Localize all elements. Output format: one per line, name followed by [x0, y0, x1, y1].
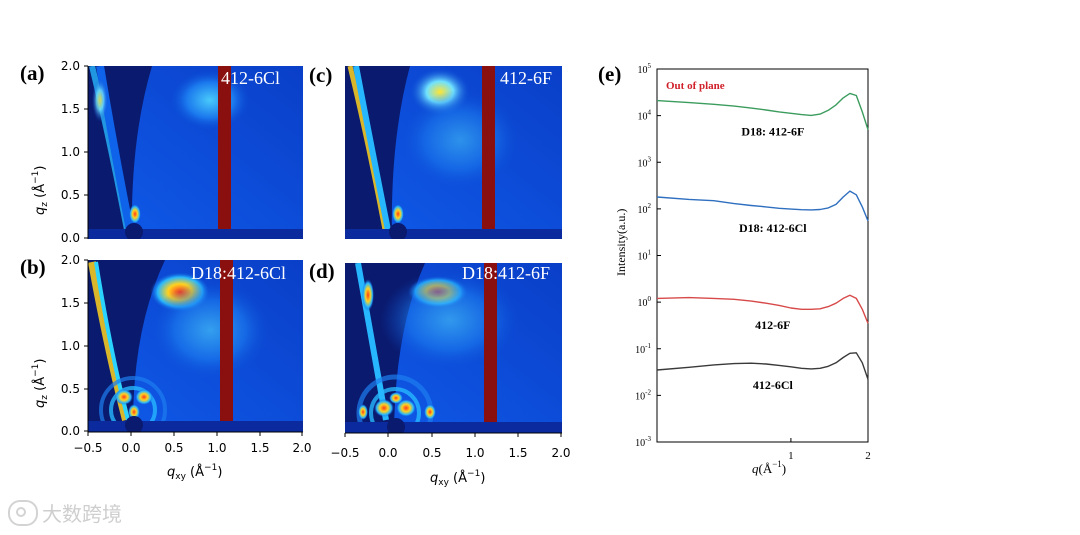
watermark: 大数跨境: [8, 498, 122, 527]
y-tick-label: 10-1: [635, 342, 651, 356]
x-tick-label: −0.5: [330, 446, 359, 460]
x-tick-label: 1.5: [250, 441, 269, 455]
series-label: D18: 412-6F: [741, 124, 804, 138]
giwaxs-panel-d: [345, 263, 562, 433]
giwaxs-panel-c: [345, 66, 562, 239]
x-tick-label: 1.5: [508, 446, 527, 460]
series-labels-e: D18: 412-6F D18: 412-6Cl 412-6F 412-6Cl: [739, 124, 807, 391]
series-line-412-6cl: [656, 352, 869, 380]
x-tick-label: 0.5: [422, 446, 441, 460]
y-tick-label: 1.5: [61, 296, 80, 310]
y-axis-e: 10-3 10-2 10-1 100 101 102 103 104 105: [635, 62, 661, 449]
y-tick-label: 0.5: [61, 382, 80, 396]
watermark-logo-icon: [8, 499, 38, 526]
y-tick-label: 10-3: [635, 435, 651, 449]
y-tick-label: 105: [638, 62, 652, 76]
x-tick-label: 0.0: [121, 441, 140, 455]
giwaxs-x-axis-right: −0.5 0.0 0.5 1.0 1.5 2.0: [330, 432, 571, 460]
y-tick-label: 104: [638, 109, 652, 123]
giwaxs-x-axis-left: −0.5 0.0 0.5 1.0 1.5 2.0: [73, 431, 312, 455]
x-axis-title-e: q(Å−1): [752, 459, 786, 476]
series-line-d18-412-6cl: [656, 190, 869, 222]
x-tick-label: 2: [865, 450, 871, 462]
y-axis-title-top: qz (Å−1): [31, 166, 50, 215]
x-tick-label: 2.0: [292, 441, 311, 455]
x-tick-label: −0.5: [73, 441, 102, 455]
giwaxs-panel-b: [88, 260, 303, 432]
x-axis-title-left: qxy (Å−1): [167, 463, 222, 482]
sample-label-c: 412-6F: [500, 68, 552, 88]
y-tick-label: 0.0: [61, 231, 80, 245]
series-label: 412-6F: [755, 318, 790, 332]
y-tick-label: 103: [638, 155, 652, 169]
series-line-412-6f: [656, 294, 869, 324]
y-tick-label: 1.5: [61, 102, 80, 116]
sample-label-b: D18:412-6Cl: [191, 263, 286, 283]
series-label: 412-6Cl: [753, 378, 794, 392]
giwaxs-panel-a: [88, 66, 303, 239]
y-tick-label: 1.0: [61, 339, 80, 353]
panel-label-e: (e): [598, 62, 621, 86]
y-tick-label: 10-2: [635, 388, 651, 402]
watermark-text: 大数跨境: [42, 502, 122, 526]
panel-label-a: (a): [20, 61, 45, 85]
y-tick-label: 1.0: [61, 145, 80, 159]
y-tick-label: 100: [638, 295, 652, 309]
y-tick-label: 2.0: [61, 59, 80, 73]
y-tick-label: 2.0: [61, 253, 80, 267]
series-label: D18: 412-6Cl: [739, 221, 807, 235]
sample-label-a: 412-6Cl: [221, 68, 280, 88]
panel-label-c: (c): [309, 63, 332, 87]
y-tick-label: 0.0: [61, 424, 80, 438]
series-line-d18-412-6f: [656, 92, 869, 130]
panel-label-b: (b): [20, 255, 46, 279]
y-axis-title-bottom: qz (Å−1): [31, 359, 50, 408]
x-tick-label: 2.0: [551, 446, 570, 460]
x-axis-title-right: qxy (Å−1): [430, 469, 485, 488]
x-tick-label: 0.5: [164, 441, 183, 455]
series-group-e: [656, 92, 869, 380]
x-tick-label: 1.0: [207, 441, 226, 455]
y-axis-title-e: Intensity(a.u.): [614, 209, 628, 276]
y-tick-label: 101: [638, 249, 652, 263]
giwaxs-y-axis-top-left: 2.0 1.5 1.0 0.5 0.0: [61, 59, 89, 245]
out-of-plane-title: Out of plane: [666, 80, 725, 92]
panel-label-d: (d): [309, 259, 335, 283]
x-tick-label: 1.0: [465, 446, 484, 460]
x-tick-label: 0.0: [378, 446, 397, 460]
y-tick-label: 102: [638, 202, 652, 216]
sample-label-d: D18:412-6F: [462, 263, 550, 283]
y-tick-label: 0.5: [61, 188, 80, 202]
panel-e: (e) Out of plane 10-310-210-110010110210…: [598, 62, 871, 476]
x-tick-label: 1: [788, 450, 794, 462]
giwaxs-y-axis-bottom-left: 2.0 1.5 1.0 0.5 0.0: [61, 253, 89, 438]
